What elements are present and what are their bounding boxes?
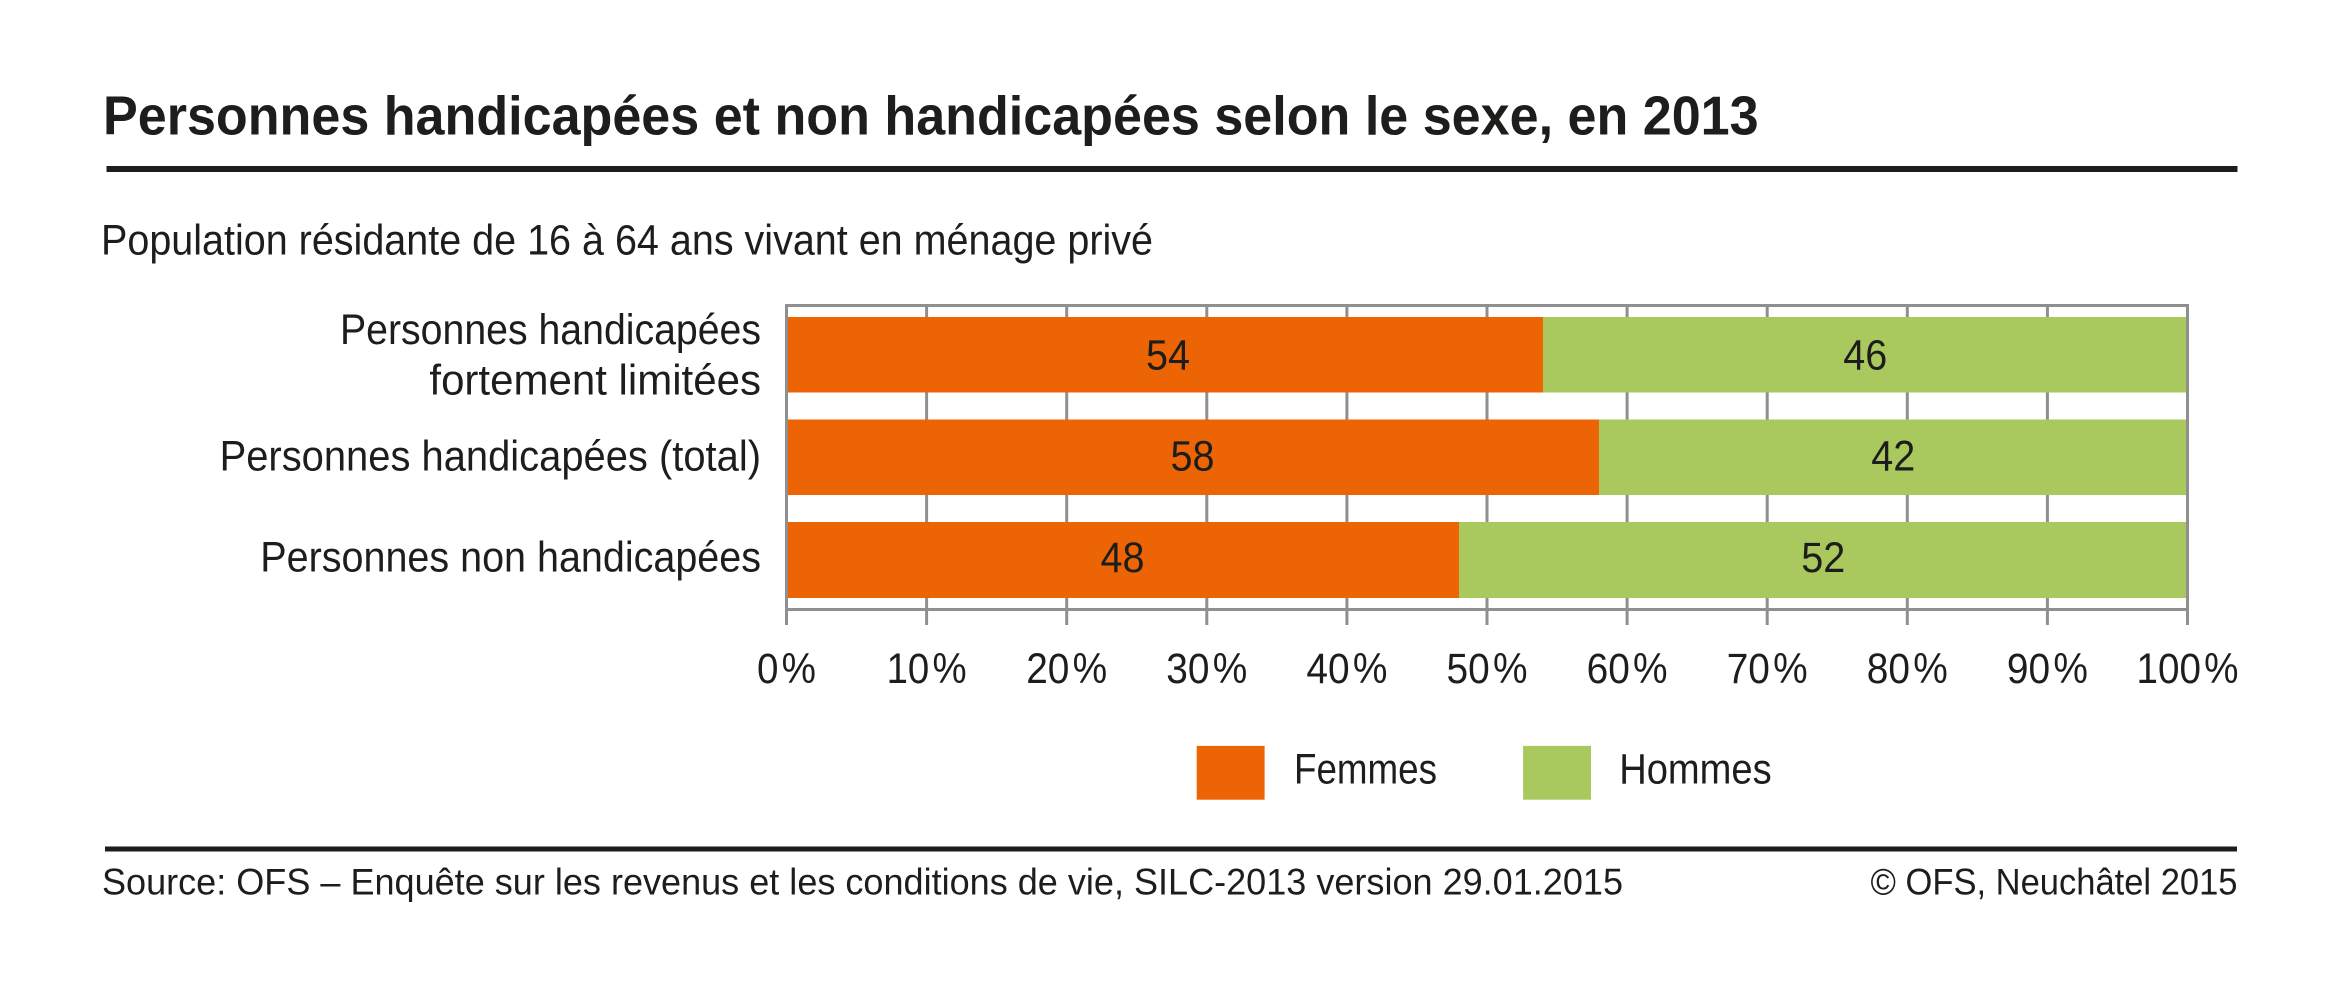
svg-text:Source: OFS – Enquête sur les: Source: OFS – Enquête sur les revenus et…: [102, 862, 1623, 903]
svg-text:© OFS, Neuchâtel 2015: © OFS, Neuchâtel 2015: [1871, 862, 2238, 903]
svg-text:58: 58: [1171, 434, 1215, 481]
svg-text:80 %: 80 %: [1867, 646, 1948, 693]
svg-text:90 %: 90 %: [2007, 646, 2088, 693]
svg-text:42: 42: [1871, 434, 1915, 481]
svg-text:Personnes handicapées (total): Personnes handicapées (total): [220, 433, 761, 480]
svg-text:10 %: 10 %: [887, 646, 967, 693]
svg-text:54: 54: [1146, 332, 1190, 379]
svg-text:40 %: 40 %: [1306, 646, 1387, 693]
svg-text:0 %: 0 %: [757, 646, 816, 693]
svg-text:60 %: 60 %: [1587, 646, 1668, 693]
svg-text:50 %: 50 %: [1447, 646, 1528, 693]
svg-text:46: 46: [1843, 332, 1887, 379]
svg-text:fortement limitées: fortement limitées: [429, 357, 761, 404]
svg-text:Personnes non handicapées: Personnes non handicapées: [260, 535, 761, 582]
svg-text:Personnes handicapées: Personnes handicapées: [340, 307, 761, 354]
svg-text:100 %: 100 %: [2137, 646, 2239, 693]
svg-text:48: 48: [1101, 535, 1145, 582]
svg-text:Population résidante de 16 à 6: Population résidante de 16 à 64 ans viva…: [101, 217, 1153, 264]
svg-text:20 %: 20 %: [1026, 646, 1107, 693]
svg-text:Femmes: Femmes: [1294, 746, 1437, 793]
svg-text:52: 52: [1801, 535, 1845, 582]
svg-text:Personnes handicapées et non h: Personnes handicapées et non handicapées…: [103, 86, 1759, 147]
svg-text:Hommes: Hommes: [1619, 746, 1772, 793]
svg-text:70 %: 70 %: [1727, 646, 1808, 693]
svg-text:30 %: 30 %: [1166, 646, 1247, 693]
